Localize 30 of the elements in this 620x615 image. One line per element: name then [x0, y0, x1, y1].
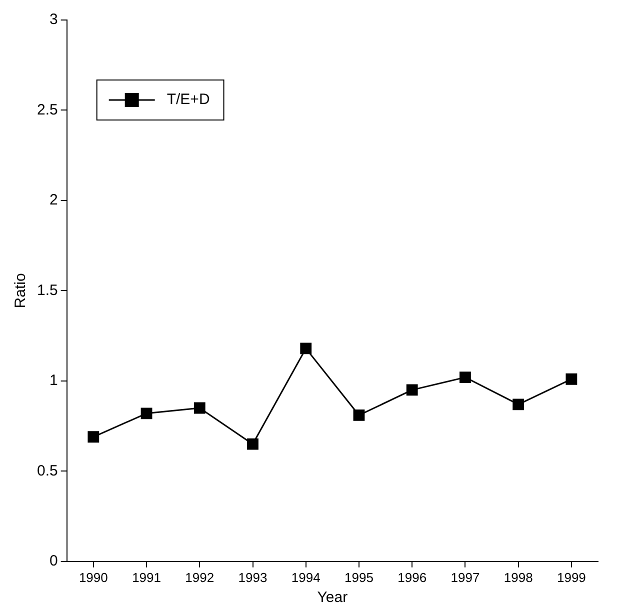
y-tick-label: 2.5 — [36, 101, 58, 118]
x-tick-label: 1992 — [185, 570, 214, 585]
x-tick-label: 1990 — [78, 570, 108, 585]
x-tick-label: 1991 — [132, 570, 161, 585]
point — [512, 398, 524, 410]
point — [247, 438, 258, 450]
point — [194, 402, 206, 414]
x-tick-label: 1995 — [344, 570, 374, 585]
point — [300, 342, 312, 354]
y-tick-label: 3 — [50, 11, 58, 28]
y-axis-title: Ratio — [12, 273, 30, 308]
point — [406, 384, 418, 396]
x-tick-label: 1997 — [450, 570, 480, 585]
y-tick-label: 2 — [50, 192, 58, 209]
point — [460, 372, 471, 384]
x-tick-label: 1998 — [504, 570, 533, 585]
x-axis-title: Year — [317, 589, 348, 606]
legend-label: T/E+D — [166, 91, 210, 108]
x-tick-label: 1999 — [556, 570, 586, 585]
x-tick-label: 1996 — [398, 570, 427, 585]
x-tick-label: 1993 — [238, 570, 268, 585]
point — [88, 431, 100, 443]
x-tick-label: 1994 — [291, 570, 320, 585]
y-tick-label: 1.5 — [36, 282, 58, 299]
y-tick-label: 0.5 — [36, 462, 58, 480]
y-tick-label: 1 — [50, 372, 58, 390]
y-tick-label: 0 — [50, 552, 58, 570]
point — [140, 408, 152, 420]
point — [353, 410, 365, 421]
point — [566, 373, 578, 385]
